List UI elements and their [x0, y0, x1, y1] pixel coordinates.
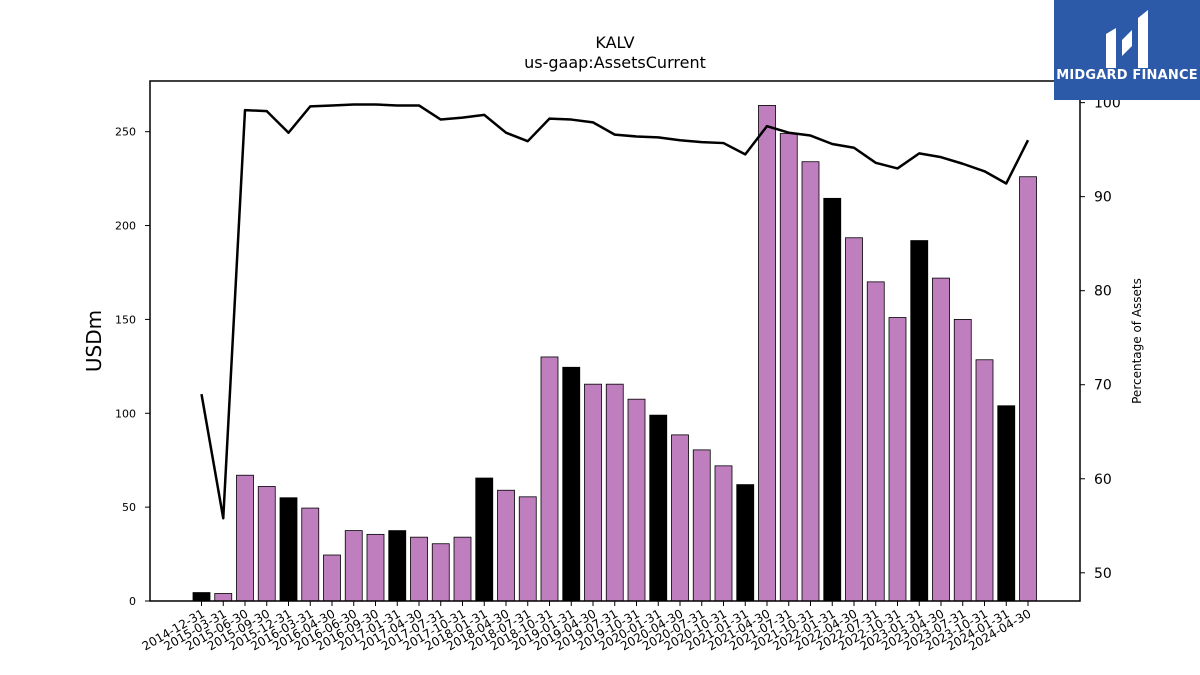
y-tick-label: 0 — [129, 595, 136, 608]
bar — [779, 133, 798, 602]
y2-tick-label: 60 — [1094, 472, 1112, 488]
bar — [866, 281, 885, 602]
bar — [584, 383, 602, 602]
bar — [671, 434, 689, 602]
chart-subtitle: us-gaap:AssetsCurrent — [524, 53, 706, 72]
bar — [323, 554, 341, 602]
bar-series — [192, 105, 1037, 602]
bar — [888, 317, 907, 602]
bar — [605, 383, 624, 602]
bar — [692, 449, 711, 602]
x-axis: 2014-12-312015-03-312015-06-302015-09-30… — [140, 601, 1034, 653]
bar — [192, 592, 211, 602]
bar — [910, 240, 929, 602]
bar — [736, 484, 755, 602]
y-tick-label: 50 — [122, 501, 136, 514]
bar — [1019, 176, 1037, 602]
bar — [431, 543, 450, 602]
y-tick-label: 200 — [115, 220, 136, 233]
bar — [975, 359, 994, 602]
line-series — [200, 103, 1030, 520]
bar — [497, 489, 515, 602]
bar — [453, 536, 472, 602]
bar — [562, 366, 581, 602]
brand-logo: MIDGARD FINANCE — [1054, 0, 1200, 100]
bar — [388, 530, 407, 602]
brand-logo-icon — [1106, 10, 1148, 68]
y2-tick-label: 90 — [1094, 190, 1112, 206]
bar — [410, 536, 428, 602]
bar — [344, 530, 363, 602]
bar — [627, 398, 646, 602]
bar — [714, 465, 733, 602]
y2-axis-label: Percentage of Assets — [1130, 278, 1144, 404]
y-axis-left: 0 50 100 150 200 250 — [115, 126, 150, 608]
bar — [236, 474, 254, 602]
chart-title: KALV — [595, 33, 634, 52]
bar — [214, 593, 233, 602]
bar — [845, 237, 863, 602]
y2-tick-label: 50 — [1094, 566, 1112, 582]
bar — [475, 477, 494, 602]
y-tick-label: 250 — [115, 126, 136, 139]
bar — [366, 533, 385, 602]
y2-tick-label: 80 — [1094, 284, 1112, 300]
bar — [279, 497, 298, 602]
bar — [801, 161, 820, 602]
y-tick-label: 150 — [115, 313, 136, 326]
line-path — [200, 103, 1030, 520]
bar — [997, 405, 1016, 602]
bar — [932, 277, 950, 602]
y2-tick-label: 70 — [1094, 378, 1112, 394]
bar — [301, 507, 320, 602]
bar — [758, 105, 776, 602]
bar — [518, 496, 537, 602]
bar — [257, 486, 276, 602]
bar — [953, 319, 972, 602]
bar — [540, 356, 559, 602]
y-tick-label: 100 — [115, 407, 136, 420]
brand-name: MIDGARD FINANCE — [1056, 68, 1198, 83]
y-axis-label: USDm — [82, 310, 106, 372]
bar — [649, 414, 668, 602]
bar — [823, 197, 842, 602]
